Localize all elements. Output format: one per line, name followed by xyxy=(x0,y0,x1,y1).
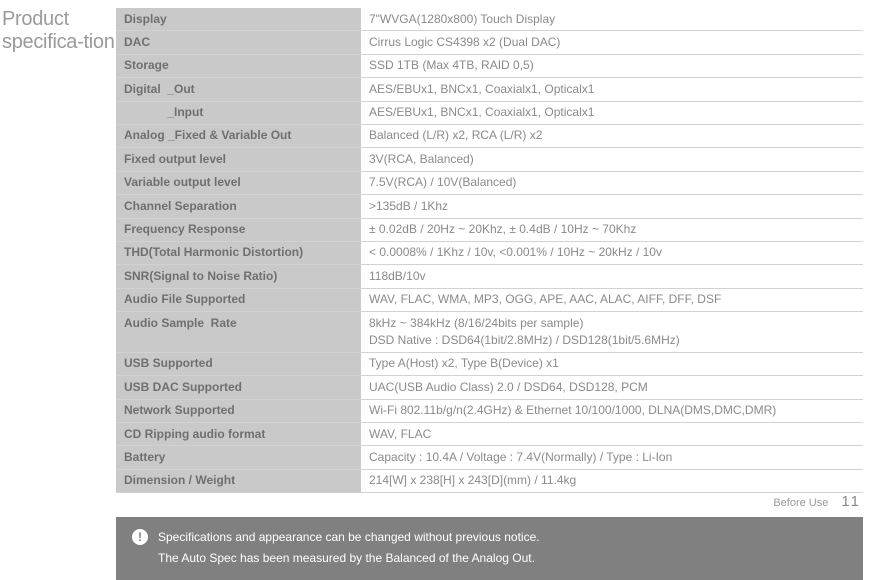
spec-label: Storage xyxy=(116,54,361,77)
spec-content: Display7"WVGA(1280x800) Touch DisplayDAC… xyxy=(116,8,863,580)
spec-value: >135dB / 1Khz xyxy=(361,195,863,218)
spec-value: Capacity : 10.4A / Voltage : 7.4V(Normal… xyxy=(361,446,863,469)
page-footer: Before Use 11 xyxy=(773,493,861,510)
spec-label: USB DAC Supported xyxy=(116,376,361,399)
table-row: Frequency Response± 0.02dB / 20Hz ~ 20Kh… xyxy=(116,218,863,241)
spec-value: AES/EBUx1, BNCx1, Coaxialx1, Opticalx1 xyxy=(361,101,863,124)
spec-table: Display7"WVGA(1280x800) Touch DisplayDAC… xyxy=(116,8,863,493)
spec-label: Digital _Out xyxy=(116,78,361,101)
notice-line-2: The Auto Spec has been measured by the B… xyxy=(158,548,540,568)
table-row: Dimension / Weight214[W] x 238[H] x 243[… xyxy=(116,469,863,492)
spec-label: SNR(Signal to Noise Ratio) xyxy=(116,265,361,288)
table-row: CD Ripping audio formatWAV, FLAC xyxy=(116,423,863,446)
spec-label: DAC xyxy=(116,31,361,54)
spec-label: Analog _Fixed & Variable Out xyxy=(116,124,361,147)
spec-label: Channel Separation xyxy=(116,195,361,218)
spec-value: ± 0.02dB / 20Hz ~ 20Khz, ± 0.4dB / 10Hz … xyxy=(361,218,863,241)
footer-section: Before Use xyxy=(773,497,828,509)
table-row: DACCirrus Logic CS4398 x2 (Dual DAC) xyxy=(116,31,863,54)
table-row: Digital _OutAES/EBUx1, BNCx1, Coaxialx1,… xyxy=(116,78,863,101)
table-row: THD(Total Harmonic Distortion)< 0.0008% … xyxy=(116,241,863,264)
spec-value: WAV, FLAC xyxy=(361,423,863,446)
spec-label: THD(Total Harmonic Distortion) xyxy=(116,241,361,264)
table-row: Audio Sample Rate8kHz ~ 384kHz (8/16/24b… xyxy=(116,312,863,353)
spec-value: WAV, FLAC, WMA, MP3, OGG, APE, AAC, ALAC… xyxy=(361,288,863,311)
spec-label: Audio Sample Rate xyxy=(116,312,361,353)
spec-label: Network Supported xyxy=(116,399,361,422)
spec-value: 7.5V(RCA) / 10V(Balanced) xyxy=(361,171,863,194)
spec-label: Audio File Supported xyxy=(116,288,361,311)
footer-page-number: 11 xyxy=(841,493,861,510)
spec-value: UAC(USB Audio Class) 2.0 / DSD64, DSD128… xyxy=(361,376,863,399)
table-row: Audio File SupportedWAV, FLAC, WMA, MP3,… xyxy=(116,288,863,311)
spec-value: SSD 1TB (Max 4TB, RAID 0,5) xyxy=(361,54,863,77)
notice-icon: ! xyxy=(132,529,148,545)
spec-value: Wi-Fi 802.11b/g/n(2.4GHz) & Ethernet 10/… xyxy=(361,399,863,422)
table-row: USB SupportedType A(Host) x2, Type B(Dev… xyxy=(116,352,863,375)
table-row: Network SupportedWi-Fi 802.11b/g/n(2.4GH… xyxy=(116,399,863,422)
table-row: USB DAC SupportedUAC(USB Audio Class) 2.… xyxy=(116,376,863,399)
notice-line-1: Specifications and appearance can be cha… xyxy=(158,527,540,547)
section-title: Product specifica-tion xyxy=(2,8,116,580)
spec-value: Balanced (L/R) x2, RCA (L/R) x2 xyxy=(361,124,863,147)
table-row: Channel Separation>135dB / 1Khz xyxy=(116,195,863,218)
spec-value: 7"WVGA(1280x800) Touch Display xyxy=(361,8,863,31)
spec-value: Cirrus Logic CS4398 x2 (Dual DAC) xyxy=(361,31,863,54)
spec-value: 118dB/10v xyxy=(361,265,863,288)
spec-label: Frequency Response xyxy=(116,218,361,241)
spec-value: 3V(RCA, Balanced) xyxy=(361,148,863,171)
table-row: Analog _Fixed & Variable OutBalanced (L/… xyxy=(116,124,863,147)
spec-value: Type A(Host) x2, Type B(Device) x1 xyxy=(361,352,863,375)
spec-label: _Input xyxy=(116,101,361,124)
spec-table-body: Display7"WVGA(1280x800) Touch DisplayDAC… xyxy=(116,8,863,493)
spec-value: < 0.0008% / 1Khz / 10v, <0.001% / 10Hz ~… xyxy=(361,241,863,264)
spec-label: Display xyxy=(116,8,361,31)
notice-text: Specifications and appearance can be cha… xyxy=(158,527,540,568)
spec-label: USB Supported xyxy=(116,352,361,375)
table-row: Fixed output level3V(RCA, Balanced) xyxy=(116,148,863,171)
spec-value: AES/EBUx1, BNCx1, Coaxialx1, Opticalx1 xyxy=(361,78,863,101)
table-row: Display7"WVGA(1280x800) Touch Display xyxy=(116,8,863,31)
table-row: Variable output level7.5V(RCA) / 10V(Bal… xyxy=(116,171,863,194)
spec-label: Fixed output level xyxy=(116,148,361,171)
spec-value: 8kHz ~ 384kHz (8/16/24bits per sample) D… xyxy=(361,312,863,353)
spec-value: 214[W] x 238[H] x 243[D](mm) / 11.4kg xyxy=(361,469,863,492)
spec-label: CD Ripping audio format xyxy=(116,423,361,446)
table-row: SNR(Signal to Noise Ratio)118dB/10v xyxy=(116,265,863,288)
table-row: _InputAES/EBUx1, BNCx1, Coaxialx1, Optic… xyxy=(116,101,863,124)
table-row: StorageSSD 1TB (Max 4TB, RAID 0,5) xyxy=(116,54,863,77)
spec-label: Battery xyxy=(116,446,361,469)
table-row: BatteryCapacity : 10.4A / Voltage : 7.4V… xyxy=(116,446,863,469)
notice-box: ! Specifications and appearance can be c… xyxy=(116,517,863,580)
spec-label: Variable output level xyxy=(116,171,361,194)
spec-label: Dimension / Weight xyxy=(116,469,361,492)
